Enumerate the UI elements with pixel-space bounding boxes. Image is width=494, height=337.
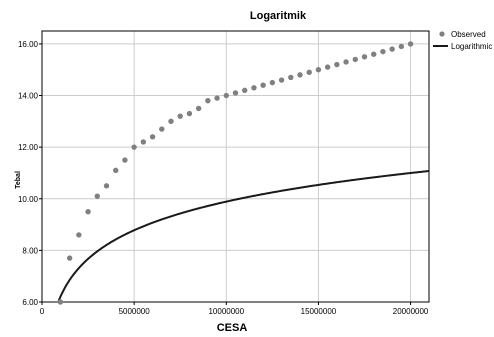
observed-point: [131, 144, 137, 150]
observed-point: [57, 299, 64, 305]
observed-point: [343, 59, 349, 65]
observed-point: [168, 118, 174, 125]
x-tick-label: 10000000: [208, 307, 244, 316]
legend-observed-marker: [439, 31, 445, 37]
observed-point: [380, 48, 386, 55]
observed-point: [407, 41, 414, 47]
y-axis-ticks: 6.00 8.00 10.00 12.00 14.00 16.00: [18, 40, 42, 307]
x-tick-label: 5000000: [119, 307, 151, 316]
observed-point: [195, 105, 202, 112]
observed-point: [306, 69, 312, 75]
observed-point: [334, 61, 340, 68]
observed-point: [389, 46, 395, 52]
legend-logarithmic-label: Logarithmic: [451, 42, 492, 51]
observed-point: [66, 255, 73, 261]
y-tick-label: 10.00: [18, 195, 39, 204]
y-tick-label: 8.00: [22, 246, 38, 255]
observed-point: [94, 193, 100, 199]
chart-title: Logaritmik: [250, 10, 307, 22]
y-tick-label: 12.00: [18, 143, 39, 152]
x-axis-label: CESA: [217, 322, 248, 334]
logarithmic-fit-line: [57, 169, 430, 302]
observed-point: [205, 97, 211, 104]
observed-point: [260, 82, 266, 88]
observed-point: [361, 54, 368, 60]
observed-point: [269, 79, 276, 86]
y-tick-label: 6.00: [22, 298, 38, 307]
observed-point: [297, 72, 303, 78]
observed-point: [288, 74, 294, 81]
observed-point: [186, 110, 193, 117]
observed-point: [76, 232, 82, 238]
y-tick-label: 16.00: [18, 40, 39, 49]
legend: Observed Logarithmic: [433, 30, 492, 51]
points-layer: [57, 41, 414, 305]
observed-point: [159, 126, 165, 132]
observed-point: [232, 90, 239, 96]
x-axis-ticks: 0 5000000 10000000 15000000 20000000: [40, 302, 429, 316]
observed-point: [324, 64, 331, 70]
observed-point: [103, 183, 110, 189]
observed-point: [140, 139, 147, 145]
observed-point: [223, 92, 229, 99]
observed-point: [371, 51, 377, 57]
observed-point: [85, 208, 91, 215]
y-axis-label: Tebal: [15, 171, 22, 189]
observed-point: [242, 87, 248, 94]
x-tick-label: 0: [40, 307, 45, 316]
observed-point: [251, 85, 257, 91]
observed-point: [398, 43, 405, 50]
y-tick-label: 14.00: [18, 92, 39, 101]
plot-frame: [41, 30, 430, 303]
x-tick-label: 20000000: [393, 307, 429, 316]
curve-layer: [57, 169, 430, 302]
observed-point: [352, 56, 358, 63]
observed-point: [177, 113, 183, 119]
observed-point: [278, 77, 285, 83]
observed-point: [122, 157, 128, 163]
observed-point: [315, 67, 322, 73]
x-tick-label: 15000000: [301, 307, 337, 316]
grid: [42, 31, 429, 302]
observed-point: [214, 95, 220, 101]
observed-point: [149, 134, 156, 140]
legend-observed-label: Observed: [451, 30, 486, 39]
observed-point: [113, 167, 119, 174]
